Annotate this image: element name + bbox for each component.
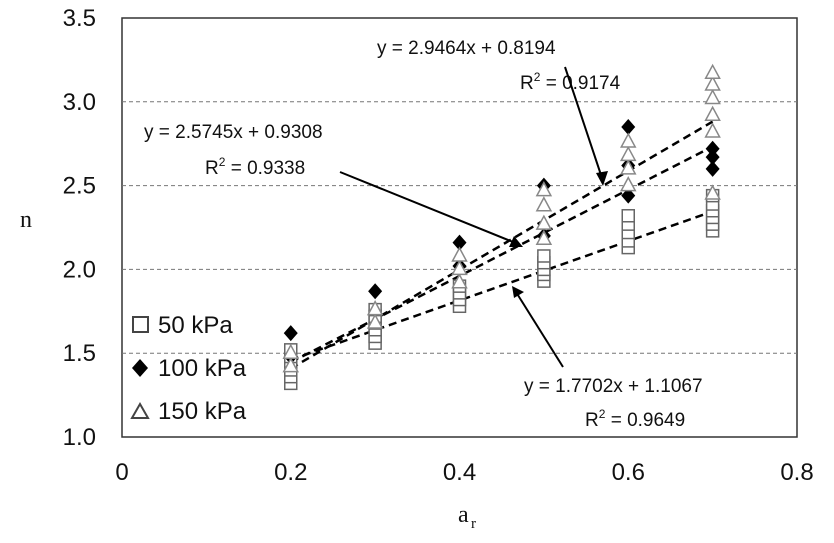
x-tick-label: 0.2	[274, 459, 307, 486]
annotation-arrows	[339, 66, 608, 368]
y-tick-label: 2.5	[63, 173, 96, 200]
data-point-150-kpa	[535, 229, 553, 245]
annotation-middle: y = 2.5745x + 0.9308 R2 = 0.9338	[144, 122, 323, 179]
x-axis-label-subscript: r	[471, 516, 476, 532]
data-point-150-kpa	[619, 159, 637, 175]
x-tick-labels: 0 0.2 0.4 0.6 0.8	[115, 459, 813, 486]
arrow-top	[564, 66, 604, 182]
data-point-100-kpa	[368, 283, 383, 300]
legend-label-150kpa: 150 kPa	[158, 398, 247, 425]
data-point-150-kpa	[619, 145, 637, 162]
equation-150kpa: y = 2.9464x + 0.8194	[377, 38, 556, 59]
plot-area	[121, 17, 798, 438]
data-point-100-kpa	[705, 140, 720, 157]
r2-150kpa: R2 = 0.9174	[520, 70, 621, 94]
y-axis-label: n	[20, 207, 32, 233]
data-point-150-kpa	[619, 176, 637, 192]
data-point-150-kpa	[704, 63, 721, 80]
arrowhead-bottom	[512, 286, 524, 298]
arrow-bottom	[515, 291, 564, 368]
x-tick-label: 0.8	[780, 459, 813, 486]
y-tick-label: 3.0	[63, 89, 96, 116]
legend-marker-100kpa	[132, 359, 148, 377]
data-point-150-kpa	[704, 75, 721, 91]
data-point-150-kpa	[535, 181, 553, 197]
equation-50kpa: y = 1.7702x + 1.1067	[524, 376, 703, 397]
y-tick-labels: 1.0 1.5 2.0 2.5 3.0 3.5	[63, 5, 96, 451]
y-tick-label: 2.0	[63, 256, 96, 283]
data-point-150-kpa	[366, 313, 384, 329]
x-tick-label: 0.4	[443, 459, 476, 486]
data-point-100-kpa	[621, 118, 636, 135]
arrow-middle	[339, 171, 519, 245]
data-point-100-kpa	[452, 234, 467, 251]
x-tick-label: 0	[115, 459, 128, 486]
data-point-150-kpa	[619, 132, 637, 148]
trendlines	[290, 120, 714, 370]
data-point-150-kpa	[282, 343, 300, 359]
arrowhead-top	[596, 171, 608, 186]
x-tick-label: 0.6	[612, 459, 645, 486]
trendline-2	[290, 120, 714, 370]
data-point-150-kpa	[535, 214, 553, 230]
y-tick-label: 3.5	[63, 5, 96, 32]
data-point-150-kpa	[282, 357, 300, 373]
annotation-top: y = 2.9464x + 0.8194 R2 = 0.9174	[377, 38, 621, 94]
data-point-150-kpa	[704, 88, 721, 105]
data-point-150-kpa	[704, 122, 721, 138]
r2-50kpa: R2 = 0.9649	[585, 407, 685, 431]
data-point-100-kpa	[283, 325, 298, 342]
data-point-150-kpa	[704, 184, 721, 200]
r2-100kpa: R2 = 0.9338	[205, 155, 305, 179]
data-point-150-kpa	[451, 246, 468, 262]
data-points	[282, 63, 721, 391]
data-point-50-kpa	[621, 209, 635, 223]
legend-label-100kpa: 100 kPa	[158, 355, 247, 382]
y-tick-label: 1.0	[63, 424, 96, 451]
y-tick-label: 1.5	[63, 340, 96, 367]
legend: 50 kPa 100 kPa 150 kPa	[130, 312, 247, 425]
data-point-150-kpa	[704, 105, 721, 121]
data-point-150-kpa	[535, 196, 553, 212]
data-point-150-kpa	[366, 300, 384, 316]
data-point-150-kpa	[451, 273, 468, 289]
data-point-50-kpa	[537, 249, 551, 263]
legend-marker-50kpa	[132, 316, 149, 333]
arrowhead-middle	[509, 236, 523, 247]
x-axis-label: a	[458, 502, 469, 528]
data-point-100-kpa	[705, 160, 720, 177]
data-point-100-kpa	[705, 149, 720, 166]
equation-100kpa: y = 2.5745x + 0.9308	[144, 122, 323, 143]
trendline-0	[290, 210, 714, 361]
legend-label-50kpa: 50 kPa	[158, 312, 233, 339]
legend-marker-150kpa	[130, 401, 150, 419]
annotation-bottom: y = 1.7702x + 1.1067 R2 = 0.9649	[524, 376, 703, 431]
data-point-100-kpa	[621, 187, 636, 204]
data-point-150-kpa	[451, 259, 468, 276]
